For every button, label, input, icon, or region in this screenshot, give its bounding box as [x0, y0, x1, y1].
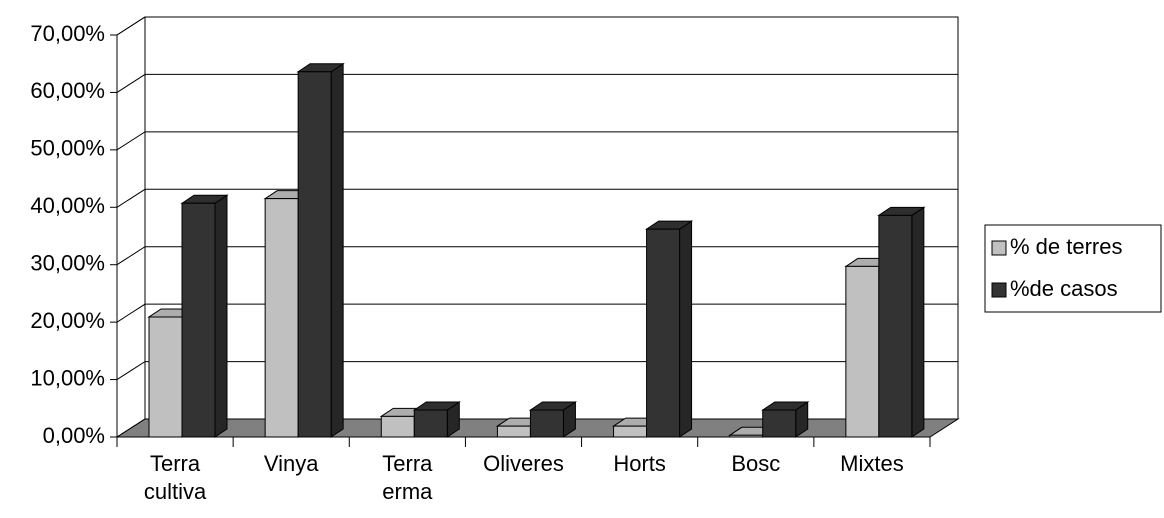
legend-label: % de terres	[1010, 234, 1123, 259]
x-tick-label: Mixtes	[840, 451, 904, 476]
x-tick-label: Terra cultiva	[143, 451, 207, 504]
bar-front	[413, 409, 448, 438]
grid-line	[116, 361, 958, 380]
grid-line	[116, 246, 958, 266]
bar-front	[297, 71, 332, 438]
bar-side	[330, 62, 344, 438]
bar	[761, 401, 810, 438]
y-tick-label: 70,00%	[30, 21, 105, 46]
y-tick-label: 20,00%	[30, 308, 105, 333]
bar-front	[845, 265, 880, 438]
bar-front	[646, 228, 681, 438]
bar	[877, 206, 926, 438]
x-tick-label: Horts	[613, 451, 666, 476]
x-tick-label: Oliveres	[483, 451, 564, 476]
grid-line	[116, 73, 958, 93]
x-tick-label: Vinya	[263, 451, 319, 476]
y-tick-label: 60,00%	[30, 78, 105, 103]
y-tick-label: 10,00%	[30, 365, 105, 390]
y-tick-label: 30,00%	[30, 251, 105, 276]
legend-label: %de casos	[1010, 276, 1118, 301]
grid-line	[116, 188, 958, 208]
bar-front	[148, 316, 183, 438]
bar-front	[878, 214, 913, 438]
bar	[644, 220, 694, 438]
bar-front	[729, 434, 764, 438]
bar	[180, 194, 229, 438]
y-tick-label: 40,00%	[30, 193, 105, 218]
bar-side	[911, 206, 925, 438]
bar-front	[529, 409, 564, 438]
bar	[412, 401, 461, 438]
bar-side	[679, 220, 693, 438]
bar-side	[214, 194, 228, 438]
bar-front	[181, 202, 216, 438]
y-tick-label: 50,00%	[30, 136, 105, 161]
bar-front	[264, 198, 299, 438]
bar-front	[613, 425, 648, 438]
bar-front	[762, 409, 797, 438]
grid-line	[116, 131, 958, 151]
x-tick-label: Terra erma	[382, 451, 433, 504]
legend-swatch	[991, 282, 1007, 298]
grid-line	[116, 16, 958, 36]
grid-line	[116, 303, 958, 323]
y-tick-label: 0,00%	[43, 423, 105, 448]
bar-front	[380, 415, 415, 438]
bar-front	[496, 425, 531, 438]
x-tick-label: Bosc	[731, 451, 781, 476]
bar	[528, 401, 578, 438]
legend-swatch	[991, 240, 1007, 256]
bar	[296, 62, 345, 438]
legend-box	[984, 224, 1162, 313]
